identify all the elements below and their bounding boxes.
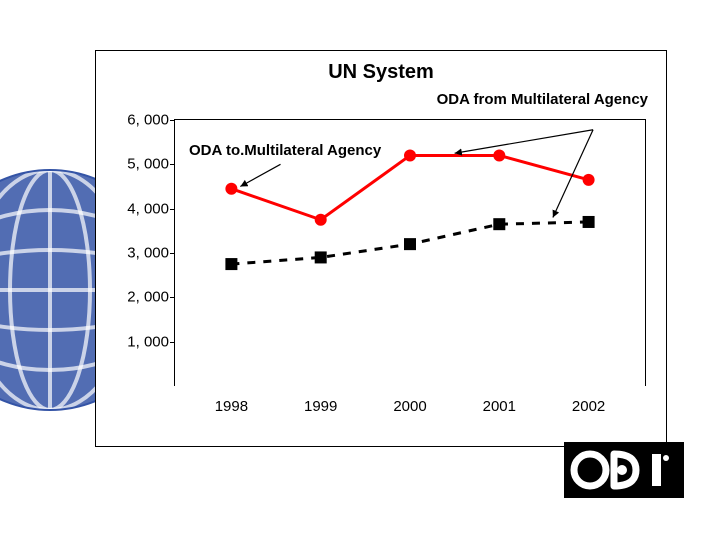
x-tick-label: 1998 <box>215 398 248 415</box>
y-tick-label: 2, 000 <box>127 289 169 306</box>
chart-panel: UN System ODA from Multilateral Agency 6… <box>95 50 667 447</box>
x-tick-label: 2000 <box>393 398 426 415</box>
series-from-marker <box>493 149 505 161</box>
series-from-marker <box>225 183 237 195</box>
y-tick-mark <box>170 209 175 210</box>
annotation-arrow <box>240 164 280 186</box>
plot-svg <box>175 120 645 386</box>
series-to-marker <box>315 251 327 263</box>
y-tick-label: 6, 000 <box>127 112 169 129</box>
series-from-marker <box>404 149 416 161</box>
y-tick-label: 1, 000 <box>127 333 169 350</box>
y-tick-mark <box>170 164 175 165</box>
series-to-marker <box>583 216 595 228</box>
chart-title: UN System <box>96 61 666 84</box>
series-to-marker <box>493 218 505 230</box>
y-tick-mark <box>170 342 175 343</box>
annotation-arrow <box>455 130 593 153</box>
series-to-marker <box>404 238 416 250</box>
annotation-arrow <box>553 130 593 218</box>
y-tick-mark <box>170 297 175 298</box>
y-tick-mark <box>170 253 175 254</box>
plot-area: 6, 0005, 0004, 0003, 0002, 0001, 0001998… <box>174 119 646 386</box>
series-to-marker <box>225 258 237 270</box>
y-tick-label: 3, 000 <box>127 245 169 262</box>
series-from-marker <box>315 214 327 226</box>
x-tick-label: 2001 <box>483 398 516 415</box>
y-tick-label: 4, 000 <box>127 200 169 217</box>
y-tick-mark <box>170 120 175 121</box>
x-tick-label: 2002 <box>572 398 605 415</box>
odi-logo <box>564 442 684 498</box>
series-from-line <box>231 155 588 219</box>
label-oda-from: ODA from Multilateral Agency <box>437 91 648 108</box>
series-from-marker <box>583 174 595 186</box>
x-tick-label: 1999 <box>304 398 337 415</box>
y-tick-label: 5, 000 <box>127 156 169 173</box>
label-oda-to: ODA to.Multilateral Agency <box>189 142 381 159</box>
